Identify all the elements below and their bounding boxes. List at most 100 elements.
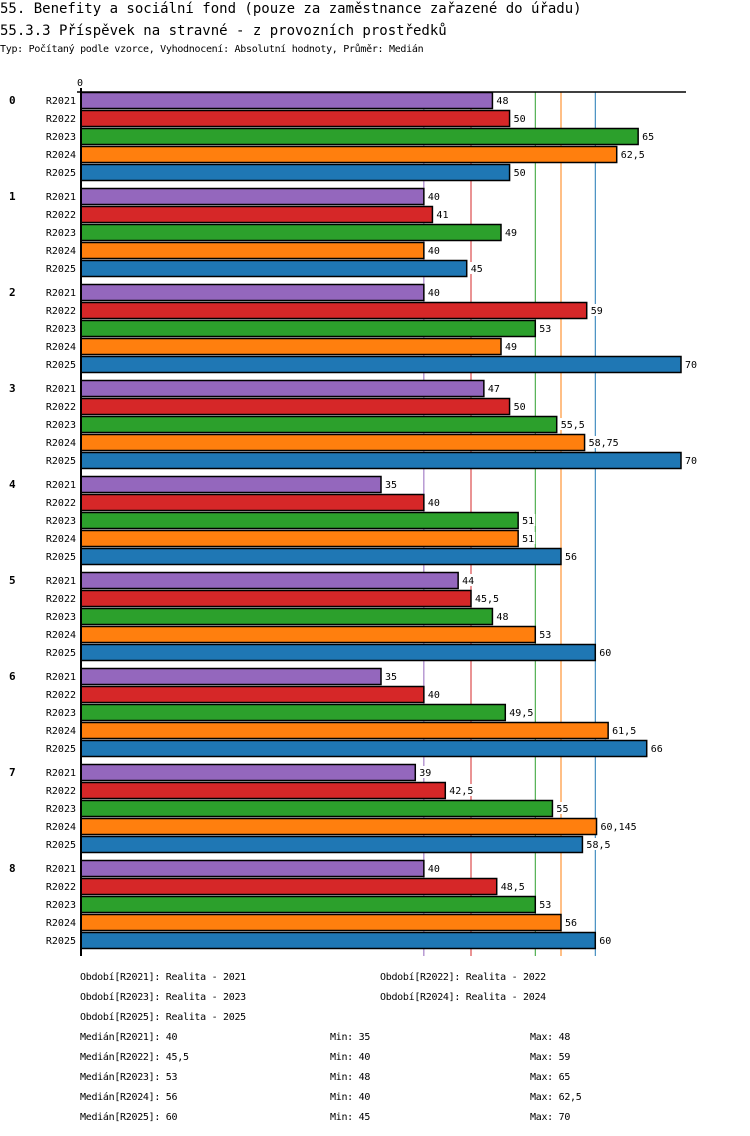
bar-r2024 [80,625,537,644]
value-label: 53 [539,324,551,335]
series-label: R2023 [46,900,76,911]
value-label-bg [474,592,500,604]
value-label: 40 [428,246,440,257]
value-label: 45 [471,264,483,275]
series-label: R2022 [46,594,76,605]
value-label-bg [619,148,646,160]
value-label-bg [649,742,664,754]
value-label-bg [598,934,613,946]
value-label: 40 [428,192,440,203]
series-label: R2023 [46,612,76,623]
series-label: R2022 [46,786,76,797]
series-label: R2024 [46,534,76,545]
bar-r2021 [80,667,382,686]
value-label: 70 [685,360,697,371]
bar-r2022 [80,397,511,416]
value-label: 65 [642,132,654,143]
bar-r2021 [80,859,425,878]
legend-min: Min: 35 [330,1032,371,1043]
bar-r2022 [80,685,425,704]
bar-r2022 [80,877,498,896]
legend-min: Min: 48 [330,1072,371,1083]
bar-r2022 [80,301,588,320]
series-label: R2022 [46,210,76,221]
value-label: 49 [505,342,517,353]
bar-r2021 [80,763,417,782]
value-label-bg [426,496,441,508]
series-label: R2021 [46,288,76,299]
value-label: 55,5 [561,420,585,431]
value-label: 59 [591,306,603,317]
value-label-bg [504,226,518,238]
value-label-bg [499,880,526,892]
series-label: R2022 [46,498,76,509]
bar-r2025 [80,355,682,374]
bar-r2024 [80,913,562,932]
value-label-bg [418,766,433,778]
value-label: 51 [522,534,534,545]
legend-min: Min: 40 [330,1052,371,1063]
value-label-bg [426,286,441,298]
value-label: 53 [539,630,551,641]
value-label: 55 [556,804,568,815]
value-label-bg [426,190,441,202]
legend-period: Období[R2025]: Realita - 2025 [80,1012,246,1023]
series-label: R2021 [46,672,76,683]
value-label-bg [559,418,586,430]
series-label: R2025 [46,648,76,659]
value-label: 42,5 [449,786,473,797]
value-label: 40 [428,864,440,875]
value-label-bg [611,724,638,736]
value-label: 35 [385,672,397,683]
legend-period: Období[R2024]: Realita - 2024 [380,992,546,1003]
bar-r2024 [80,337,502,356]
series-label: R2023 [46,516,76,527]
page-title: 55. Benefity a sociální fond (pouze za z… [0,1,582,17]
bar-r2025 [80,259,468,278]
series-label: R2024 [46,726,76,737]
series-label: R2024 [46,438,76,449]
bar-r2021 [80,187,425,206]
value-label-bg [495,94,510,106]
series-label: R2023 [46,804,76,815]
bar-r2022 [80,589,472,608]
value-label-bg [538,322,553,334]
legend-period: Období[R2022]: Realita - 2022 [380,972,546,983]
series-label: R2024 [46,630,76,641]
legend-period: Období[R2021]: Realita - 2021 [80,972,246,983]
series-label: R2021 [46,96,76,107]
value-label-bg [426,862,441,874]
legend-min: Min: 45 [330,1112,371,1123]
series-label: R2025 [46,456,76,467]
value-label: 48 [496,96,508,107]
group-label: 5 [9,574,16,587]
series-label: R2023 [46,420,76,431]
bar-r2023 [80,127,639,146]
series-label: R2022 [46,114,76,125]
bar-r2023 [80,415,558,434]
bar-r2023 [80,607,494,626]
group-label: 7 [9,766,16,779]
group-label: 2 [9,286,16,299]
bar-r2023 [80,223,502,242]
value-label: 60,145 [601,822,637,833]
value-label-bg [555,802,570,814]
series-label: R2022 [46,402,76,413]
value-label: 53 [539,900,551,911]
bar-r2021 [80,379,485,398]
value-label: 49 [505,228,517,239]
series-label: R2025 [46,552,76,563]
value-label: 50 [514,402,526,413]
value-label-bg [684,454,698,466]
legend-max: Max: 48 [530,1032,571,1043]
value-label-bg [641,130,656,142]
value-label-bg [495,610,510,622]
bar-r2024 [80,529,519,548]
value-label: 50 [514,168,526,179]
legend-median: Medián[R2024]: 56 [80,1092,178,1103]
series-label: R2022 [46,882,76,893]
value-label-bg [384,478,398,490]
value-label-bg [512,166,527,178]
value-label-bg [461,574,476,586]
bar-r2022 [80,781,447,800]
